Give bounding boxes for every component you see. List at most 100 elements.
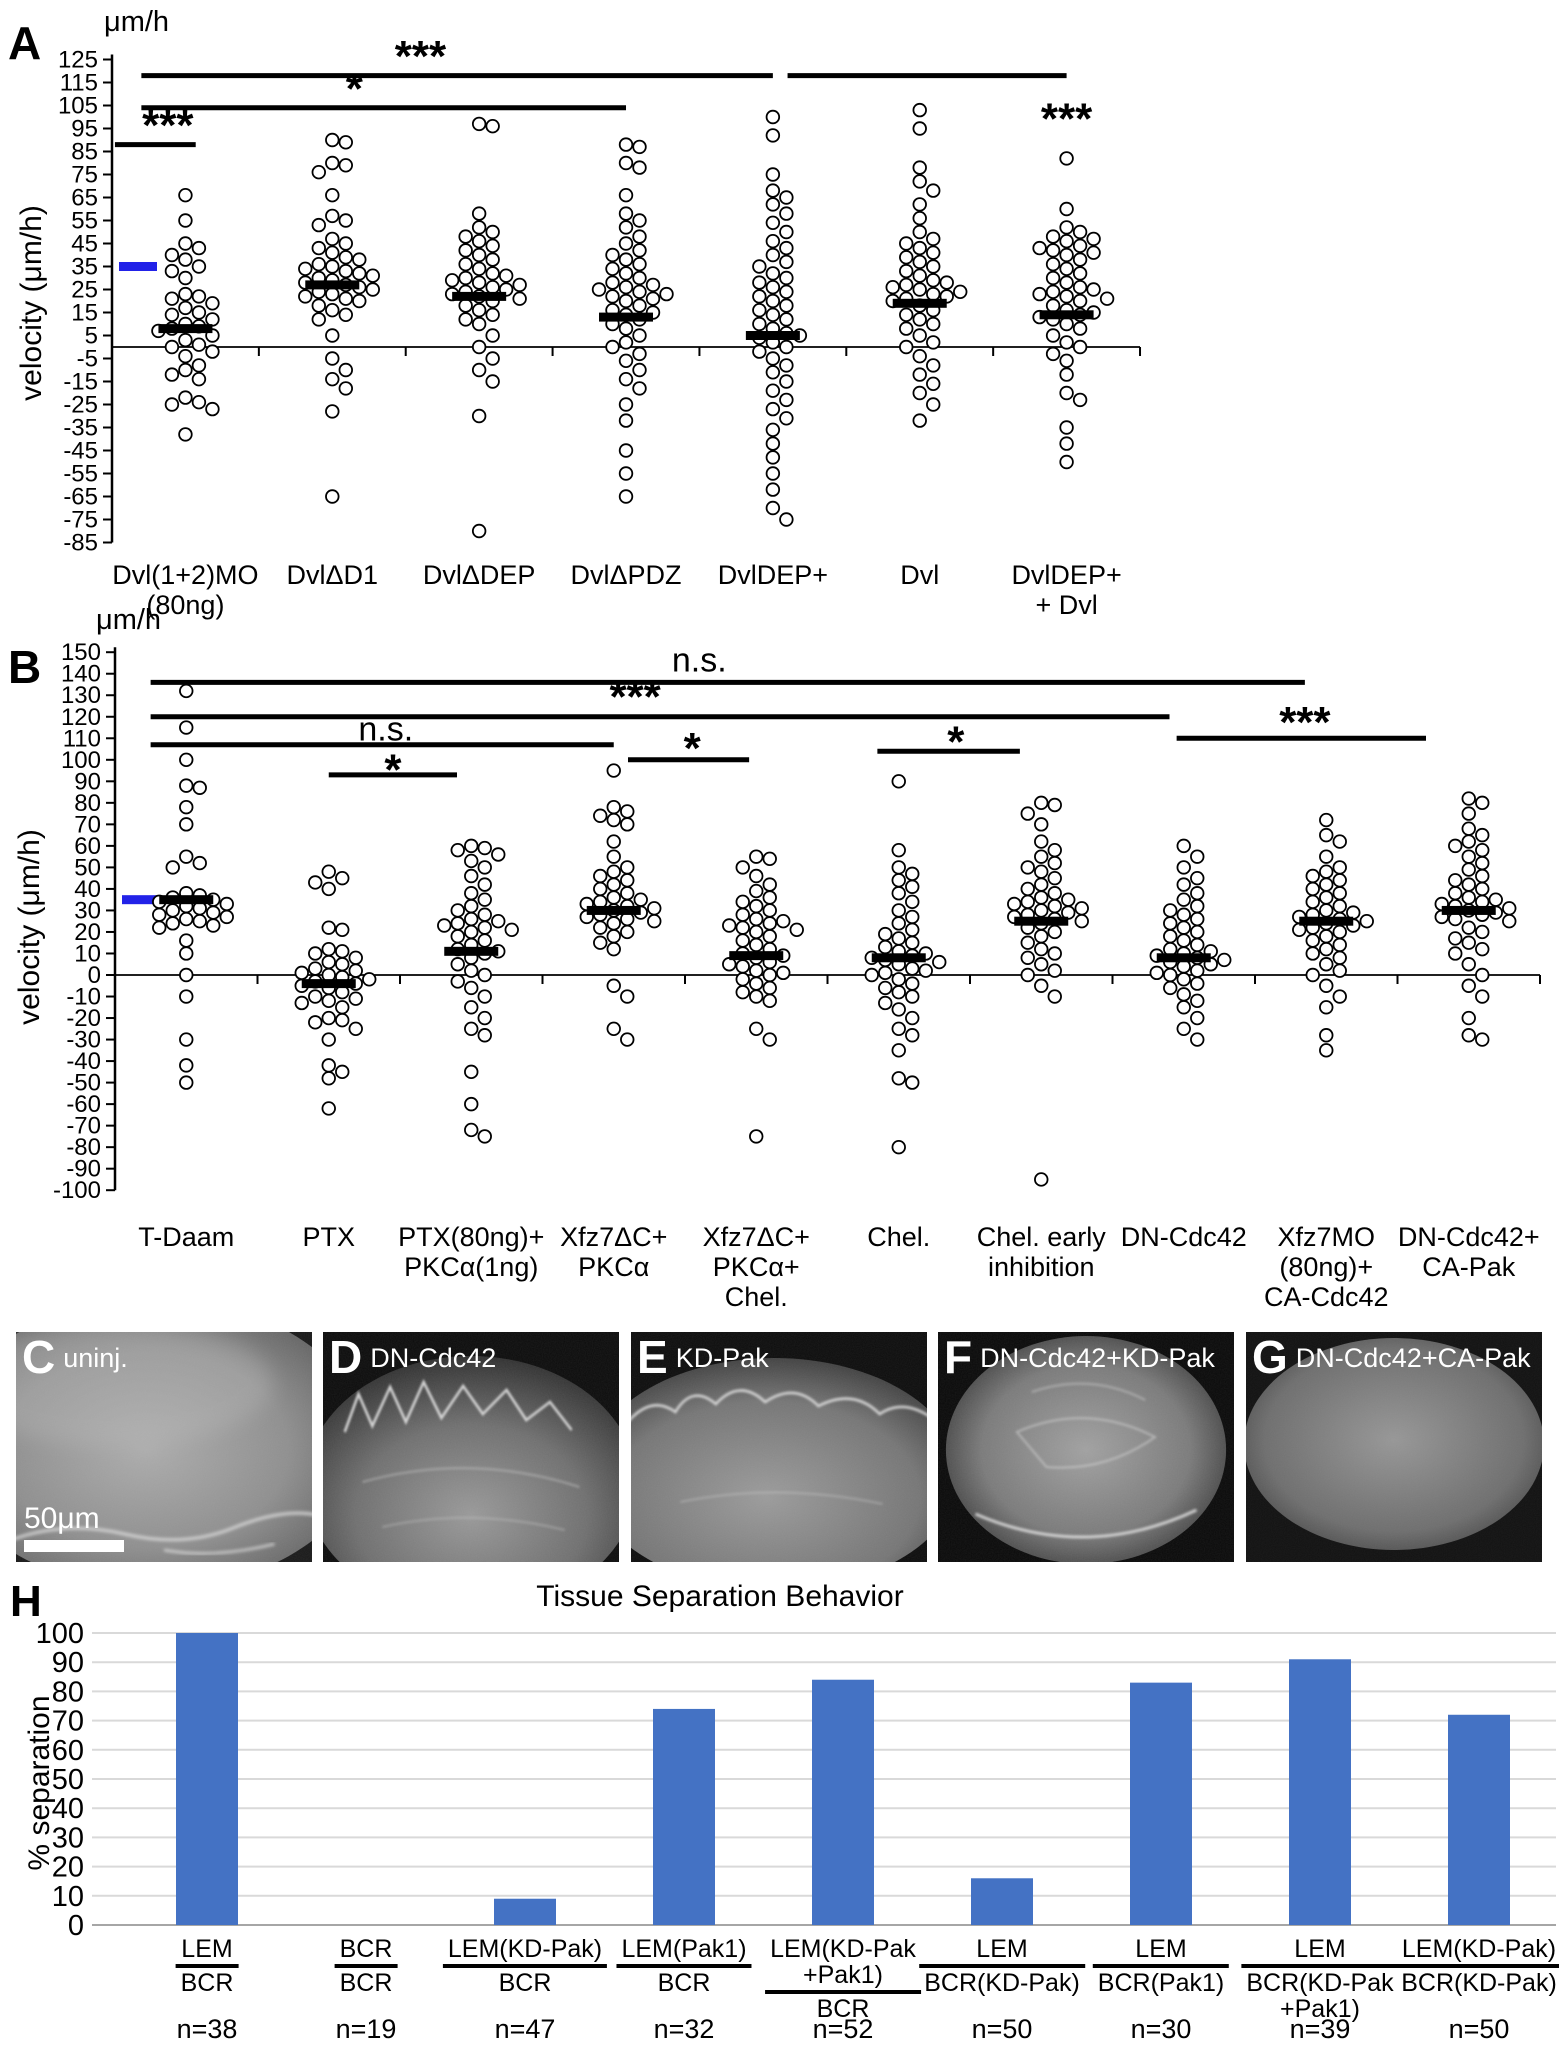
data-point [1045,270,1061,286]
data-point [779,512,794,527]
data-point [1176,1021,1191,1037]
data-point [205,401,220,417]
y-tick-label: 60 [74,833,101,860]
data-point [618,321,634,336]
data-point [325,303,340,318]
data-point [632,362,647,378]
data-point [498,268,514,283]
y-tick-label: 30 [74,897,101,924]
data-point [752,259,767,274]
n-label: n=30 [1130,2014,1192,2044]
data-point [891,1139,906,1155]
data-point [178,187,193,203]
y-tick-label: -80 [66,1134,101,1161]
data-point [191,305,207,320]
y-tick-label: -25 [63,392,98,419]
n-label: n=50 [1448,2014,1510,2044]
data-point [912,160,927,175]
data-point [1176,860,1191,875]
scale-bar-label: 50μm [24,1502,100,1535]
data-point [779,411,794,426]
data-point [606,763,621,778]
data-point [905,1075,920,1090]
data-point [464,1122,479,1138]
bar [494,1898,556,1925]
data-point [1190,1010,1205,1026]
data-point [1020,967,1035,983]
data-point [1059,436,1074,451]
data-point [605,261,620,277]
data-point [606,1021,621,1037]
data-point [765,466,781,481]
significance-label: * [384,746,402,795]
data-point [926,335,941,350]
data-point [1059,275,1074,290]
data-point [512,277,527,293]
data-point [464,868,479,884]
data-point [464,1000,479,1015]
data-point [325,259,340,274]
category-label: DvlDEP+ [717,560,828,590]
y-tick-label: -20 [66,1005,101,1032]
data-point [765,280,781,295]
micrograph-image [323,1332,619,1562]
data-point [325,351,340,366]
data-point [179,946,194,961]
data-point [1032,286,1047,302]
data-point [618,489,634,504]
data-point [1305,967,1320,983]
data-point [749,989,764,1004]
data-point [1047,870,1062,886]
data-point [926,245,941,260]
data-point [298,289,313,304]
mean-bar [1299,916,1354,926]
data-point [1475,967,1490,983]
data-point [464,1064,479,1080]
data-point [632,139,647,155]
panel-a-unit-label: μm/h [104,6,170,38]
data-point [1319,957,1334,972]
data-point [632,160,647,175]
panel-b-unit-label: μm/h [96,604,162,636]
data-point [1045,284,1061,300]
y-tick-label: -30 [66,1027,101,1054]
y-tick-label: 20 [52,1852,84,1884]
data-point [485,266,500,281]
data-point [1072,252,1088,267]
data-point [321,881,336,897]
n-label: n=32 [653,2014,715,2044]
data-point [749,883,764,899]
data-point [164,247,180,263]
data-point [294,995,309,1011]
data-point [1034,795,1049,811]
data-point [205,344,220,359]
category-label: DN-Cdc42+ CA-Pak [1397,1222,1540,1282]
data-point [348,1021,363,1037]
data-point [491,847,506,862]
data-point [1059,420,1074,435]
mean-bar [599,312,654,322]
data-point [912,349,927,364]
data-point [632,284,647,300]
data-point [1059,151,1074,166]
data-point [779,339,794,355]
fraction-bar [1241,1964,1399,1968]
category-label: DN-Cdc42 [1120,1222,1247,1252]
data-point [593,935,608,950]
category-label: Xfz7MO (80ng)+ CA-Cdc42 [1263,1222,1389,1312]
data-point [1072,224,1088,240]
data-point [1319,849,1334,864]
y-tick-label: 35 [71,254,98,281]
data-point [918,963,933,978]
data-point [1475,989,1490,1004]
y-tick-label: 90 [74,768,101,795]
data-point [1032,240,1047,256]
y-tick-label: 25 [71,277,98,304]
data-point [632,298,647,313]
fraction-bar [334,1964,398,1968]
data-point [926,231,941,247]
data-point [1461,957,1476,972]
data-point [618,266,634,281]
micrograph-image [16,1332,312,1562]
